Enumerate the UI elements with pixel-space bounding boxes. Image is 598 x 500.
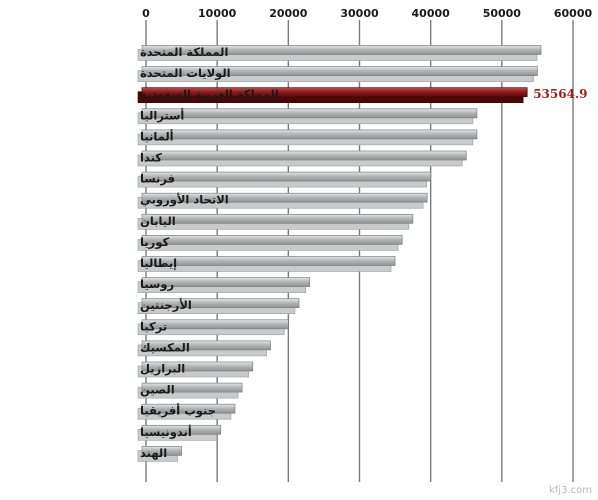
bar: [141, 129, 478, 140]
category-label: إيطاليا: [140, 256, 177, 270]
bar: [141, 235, 403, 245]
x-tick-label: 0: [142, 7, 150, 20]
bar-highlight: [141, 87, 528, 98]
category-label: فرنسا: [140, 172, 175, 186]
bar: [141, 66, 538, 76]
category-label: تركيا: [140, 319, 167, 333]
bar: [141, 256, 396, 266]
bar: [141, 403, 236, 414]
category-label: الأرجنتين: [140, 298, 192, 312]
category-label: كوريا: [140, 235, 169, 250]
category-label: كندا: [140, 151, 162, 165]
category-label: اليابان: [140, 214, 176, 228]
bar: [141, 171, 432, 182]
bar: [141, 340, 271, 351]
category-label: الصين: [140, 383, 175, 397]
x-tick-label: 50000: [483, 7, 522, 20]
bar: [141, 446, 182, 456]
category-label: روسيا: [140, 277, 174, 292]
category-label: المملكة العربية السعودية: [140, 87, 279, 102]
bar: [141, 319, 289, 330]
category-label: الهند: [140, 446, 167, 460]
bar: [141, 213, 414, 224]
watermark: kfj3.com: [549, 485, 592, 496]
category-label: البرازيل: [140, 362, 185, 376]
category-label: المملكة المتحدة: [140, 45, 228, 59]
category-label: أستراليا: [140, 107, 184, 122]
bar: [141, 192, 428, 203]
category-label: جنوب أفريقيا: [140, 403, 216, 419]
bars: [137, 45, 542, 462]
category-label: أندونيسيا: [140, 424, 192, 440]
category-label: المكسيك: [140, 340, 190, 354]
bar: [141, 45, 542, 55]
x-tick-label: 60000: [554, 7, 593, 20]
category-label: ألمانيا: [140, 128, 174, 143]
category-label: الولايات المتحدة: [140, 66, 231, 81]
bar: [141, 298, 300, 309]
bar: [141, 424, 222, 435]
x-tick-label: 30000: [340, 7, 379, 20]
data-label: 53564.9: [533, 87, 587, 101]
x-tick-label: 40000: [412, 7, 451, 20]
x-axis-ticks: 0 10000 20000 30000 40000 50000 60000: [142, 7, 592, 20]
x-tick-label: 20000: [269, 7, 308, 20]
x-tick-label: 10000: [198, 7, 237, 20]
bar: [141, 277, 311, 287]
category-labels: المملكة المتحدة الولايات المتحدة المملكة ا…: [140, 45, 587, 460]
bar: [141, 382, 243, 393]
bar: [141, 108, 478, 119]
category-label: الاتحاد الأوروبي: [140, 193, 229, 208]
bar: [141, 150, 467, 161]
bar: [141, 361, 254, 372]
